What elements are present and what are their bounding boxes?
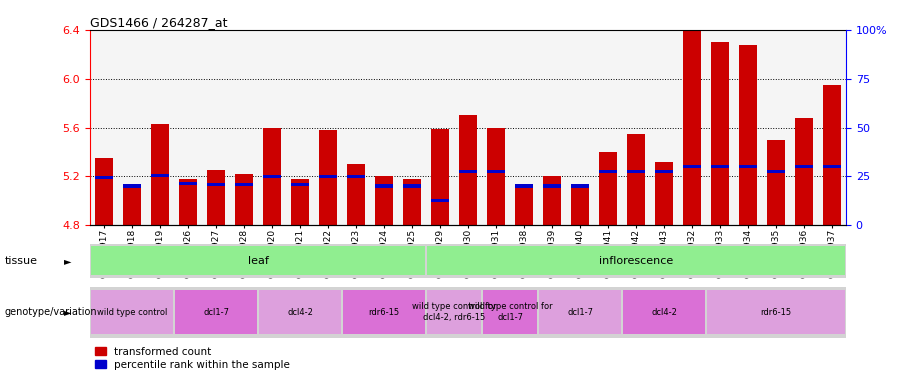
Bar — [483, 290, 536, 334]
Bar — [515, 189, 533, 225]
Text: leaf: leaf — [248, 256, 268, 266]
Bar — [823, 165, 842, 168]
Bar — [627, 170, 645, 173]
Bar — [235, 174, 253, 225]
Bar — [179, 179, 197, 225]
Bar — [403, 184, 421, 188]
Bar — [655, 170, 673, 173]
Text: wild type control for
dcl1-7: wild type control for dcl1-7 — [468, 303, 553, 322]
Bar — [707, 290, 844, 334]
Text: rdr6-15: rdr6-15 — [760, 308, 792, 316]
Bar — [767, 140, 785, 225]
Bar — [795, 118, 813, 225]
Bar — [263, 128, 281, 225]
Bar — [598, 170, 617, 173]
Bar — [176, 290, 256, 334]
Text: GDS1466 / 264287_at: GDS1466 / 264287_at — [90, 16, 228, 29]
Bar — [627, 134, 645, 225]
Text: ►: ► — [64, 307, 71, 317]
Bar — [571, 184, 590, 188]
Bar — [123, 189, 141, 225]
Text: wild type control for
dcl4-2, rdr6-15: wild type control for dcl4-2, rdr6-15 — [411, 303, 496, 322]
Bar — [94, 158, 113, 225]
Bar — [515, 184, 533, 188]
Text: dcl4-2: dcl4-2 — [651, 308, 677, 316]
Bar — [655, 162, 673, 225]
Bar — [624, 290, 705, 334]
Text: ►: ► — [64, 256, 71, 266]
Bar — [487, 128, 505, 225]
Bar — [346, 175, 365, 178]
Bar — [428, 246, 844, 275]
Bar — [459, 170, 477, 173]
Bar — [823, 85, 842, 225]
Legend: transformed count, percentile rank within the sample: transformed count, percentile rank withi… — [95, 346, 290, 370]
Bar — [291, 179, 309, 225]
Bar — [739, 45, 757, 225]
Bar — [94, 176, 113, 179]
Bar — [207, 183, 225, 186]
Bar — [207, 170, 225, 225]
Bar — [151, 174, 169, 177]
Bar — [571, 185, 590, 225]
Bar — [123, 184, 141, 188]
Bar — [235, 183, 253, 186]
Text: rdr6-15: rdr6-15 — [368, 308, 400, 316]
Bar — [346, 164, 365, 225]
Bar — [375, 184, 393, 188]
Text: genotype/variation: genotype/variation — [4, 307, 97, 317]
Bar — [767, 170, 785, 173]
Bar — [543, 176, 561, 225]
Text: dcl4-2: dcl4-2 — [287, 308, 313, 316]
Bar — [92, 246, 425, 275]
Bar — [683, 24, 701, 225]
Bar — [319, 175, 338, 178]
Text: inflorescence: inflorescence — [598, 256, 673, 266]
Text: wild type control: wild type control — [97, 308, 167, 316]
Bar — [259, 290, 340, 334]
Bar — [431, 199, 449, 202]
Bar — [683, 165, 701, 168]
Bar — [428, 290, 481, 334]
Bar — [543, 184, 561, 188]
Bar — [263, 175, 281, 178]
Bar — [598, 152, 617, 225]
Bar — [711, 165, 729, 168]
Bar — [319, 130, 338, 225]
Bar — [92, 290, 173, 334]
Bar — [291, 183, 309, 186]
Bar — [403, 179, 421, 225]
Bar — [459, 116, 477, 225]
Text: dcl1-7: dcl1-7 — [567, 308, 593, 316]
Bar — [431, 129, 449, 225]
Text: dcl1-7: dcl1-7 — [203, 308, 229, 316]
Bar — [151, 124, 169, 225]
Bar — [487, 170, 505, 173]
Bar — [539, 290, 621, 334]
Bar — [375, 176, 393, 225]
Bar — [795, 165, 813, 168]
Bar — [711, 42, 729, 225]
Bar — [344, 290, 425, 334]
Bar — [179, 182, 197, 185]
Bar — [739, 165, 757, 168]
Text: tissue: tissue — [4, 256, 38, 266]
